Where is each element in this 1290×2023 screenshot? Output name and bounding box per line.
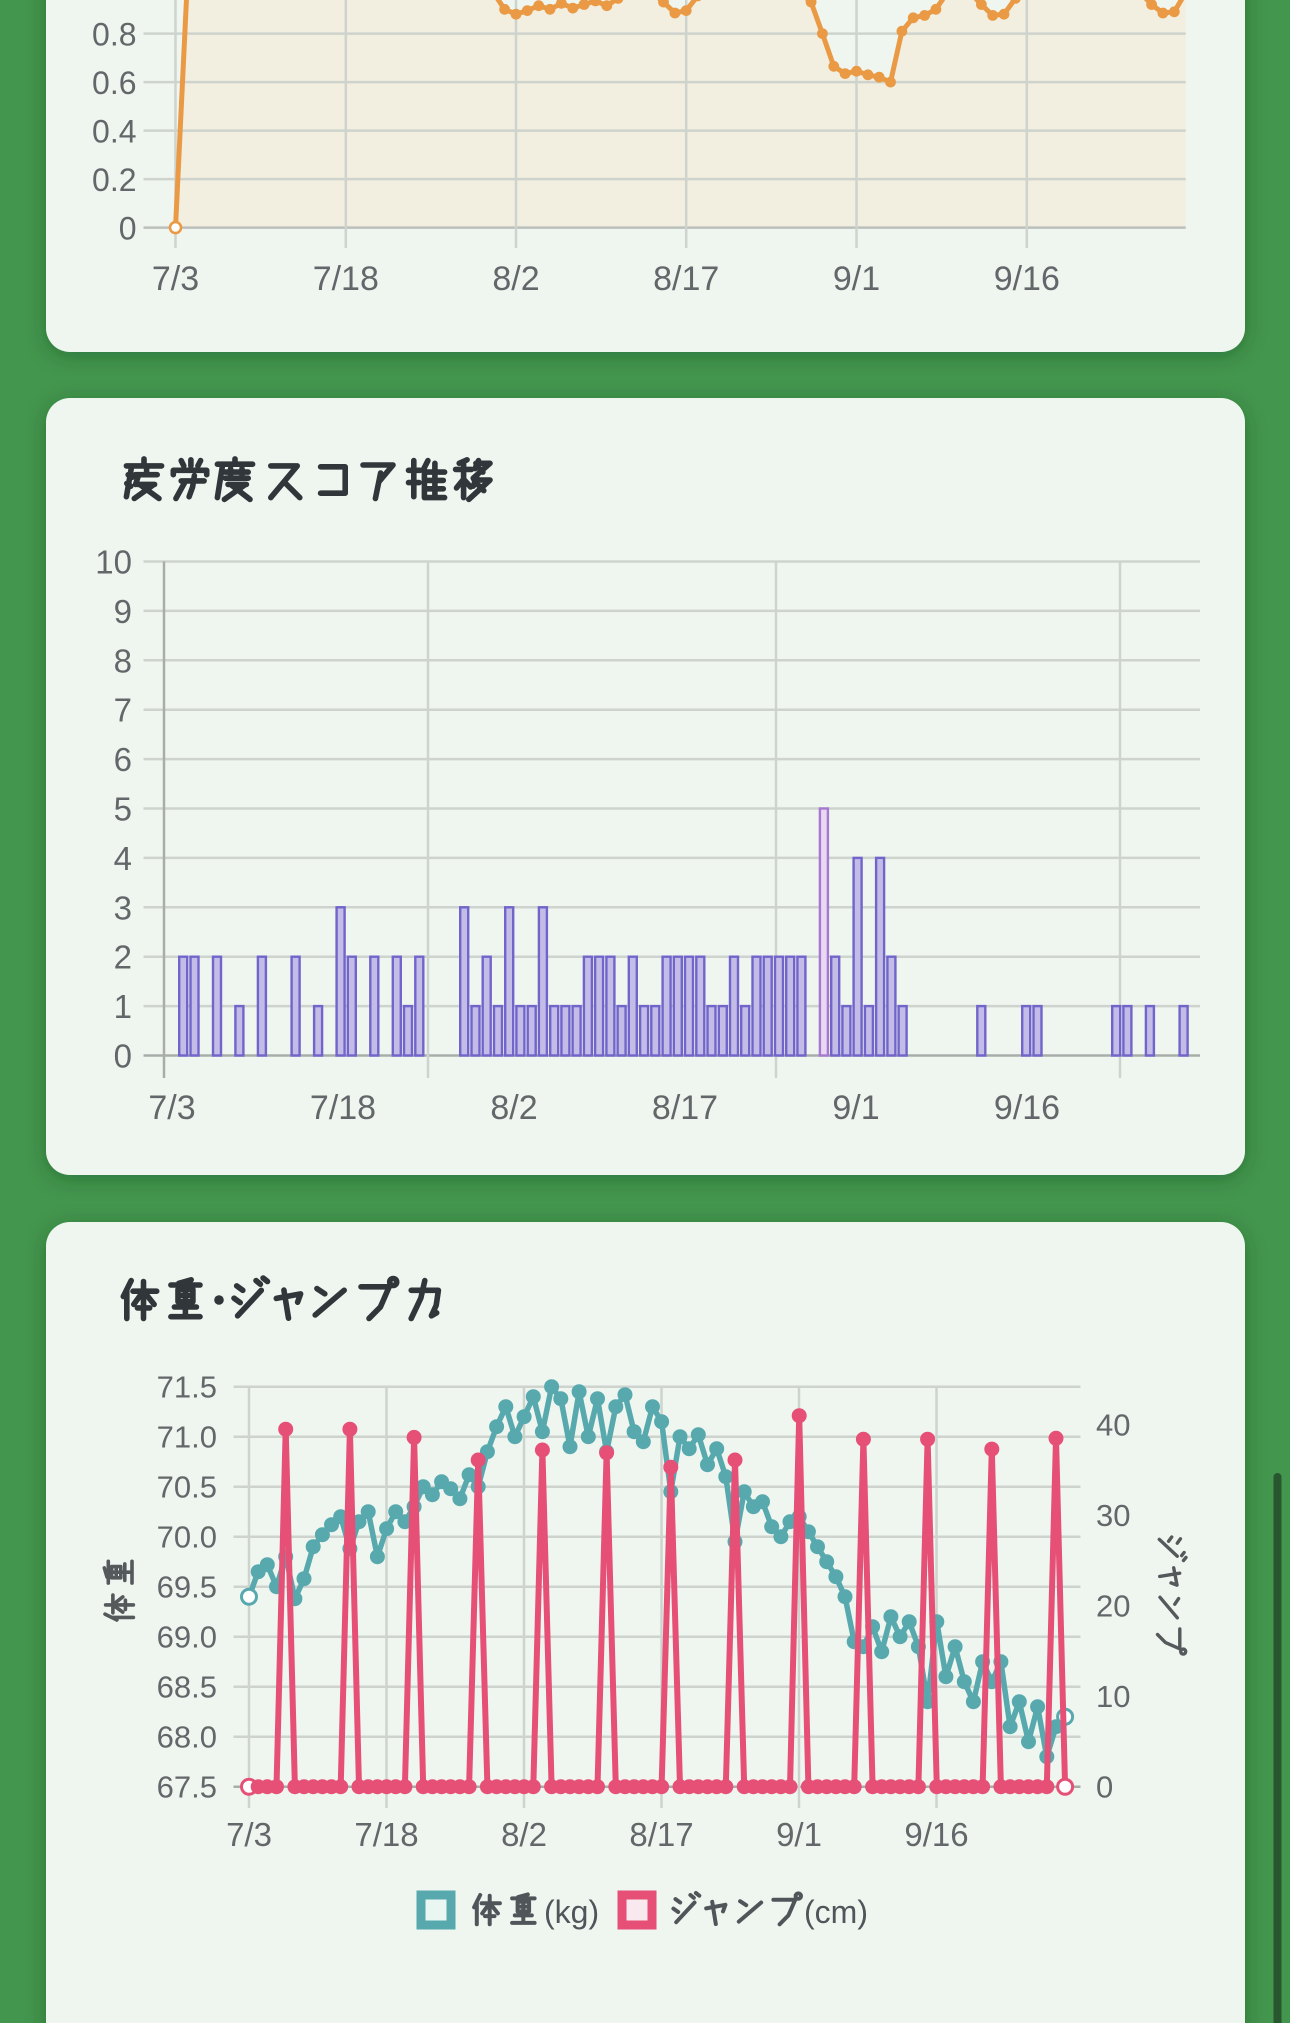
- svg-text:7/3: 7/3: [152, 260, 199, 298]
- svg-text:8/17: 8/17: [629, 1816, 693, 1853]
- svg-text:69.5: 69.5: [157, 1570, 217, 1605]
- svg-text:0.2: 0.2: [92, 162, 136, 198]
- svg-text:9/16: 9/16: [904, 1816, 968, 1853]
- svg-text:70.5: 70.5: [157, 1470, 217, 1505]
- svg-text:0: 0: [119, 211, 137, 247]
- svg-text:6: 6: [114, 741, 132, 778]
- svg-text:8/2: 8/2: [490, 1089, 537, 1127]
- svg-text:9: 9: [114, 593, 132, 630]
- svg-text:0.8: 0.8: [92, 17, 136, 53]
- svg-text:8/17: 8/17: [652, 1089, 718, 1127]
- svg-text:(cm): (cm): [804, 1894, 868, 1930]
- svg-text:7/18: 7/18: [354, 1816, 418, 1853]
- svg-text:0: 0: [114, 1038, 132, 1075]
- svg-text:8: 8: [114, 642, 132, 679]
- svg-text:7: 7: [114, 692, 132, 729]
- svg-text:7/3: 7/3: [226, 1816, 272, 1853]
- svg-text:2: 2: [114, 939, 132, 976]
- svg-text:7/18: 7/18: [313, 260, 379, 298]
- svg-text:40: 40: [1096, 1408, 1130, 1443]
- svg-text:9/1: 9/1: [832, 1089, 879, 1127]
- svg-text:5: 5: [114, 791, 132, 828]
- svg-text:71.5: 71.5: [157, 1370, 217, 1405]
- svg-text:71.0: 71.0: [157, 1420, 217, 1455]
- svg-text:68.5: 68.5: [157, 1670, 217, 1705]
- svg-text:0.4: 0.4: [92, 114, 136, 150]
- svg-text:0: 0: [1096, 1770, 1113, 1805]
- svg-text:67.5: 67.5: [157, 1770, 217, 1805]
- svg-text:69.0: 69.0: [157, 1620, 217, 1655]
- svg-text:(kg): (kg): [544, 1894, 599, 1930]
- svg-text:9/16: 9/16: [994, 1089, 1060, 1127]
- svg-text:8/2: 8/2: [501, 1816, 547, 1853]
- svg-text:68.0: 68.0: [157, 1720, 217, 1755]
- svg-text:10: 10: [1096, 1679, 1130, 1714]
- svg-text:3: 3: [114, 889, 132, 926]
- svg-text:70.0: 70.0: [157, 1520, 217, 1555]
- svg-text:0.6: 0.6: [92, 65, 136, 101]
- svg-text:10: 10: [95, 544, 132, 581]
- svg-text:30: 30: [1096, 1498, 1130, 1533]
- svg-text:4: 4: [114, 840, 132, 877]
- svg-text:8/2: 8/2: [492, 260, 539, 298]
- svg-text:9/16: 9/16: [994, 260, 1060, 298]
- svg-text:7/3: 7/3: [148, 1089, 195, 1127]
- svg-text:9/1: 9/1: [833, 260, 880, 298]
- svg-text:7/18: 7/18: [310, 1089, 376, 1127]
- svg-text:20: 20: [1096, 1589, 1130, 1624]
- svg-text:1: 1: [114, 988, 132, 1025]
- svg-text:9/1: 9/1: [776, 1816, 822, 1853]
- svg-text:8/17: 8/17: [653, 260, 719, 298]
